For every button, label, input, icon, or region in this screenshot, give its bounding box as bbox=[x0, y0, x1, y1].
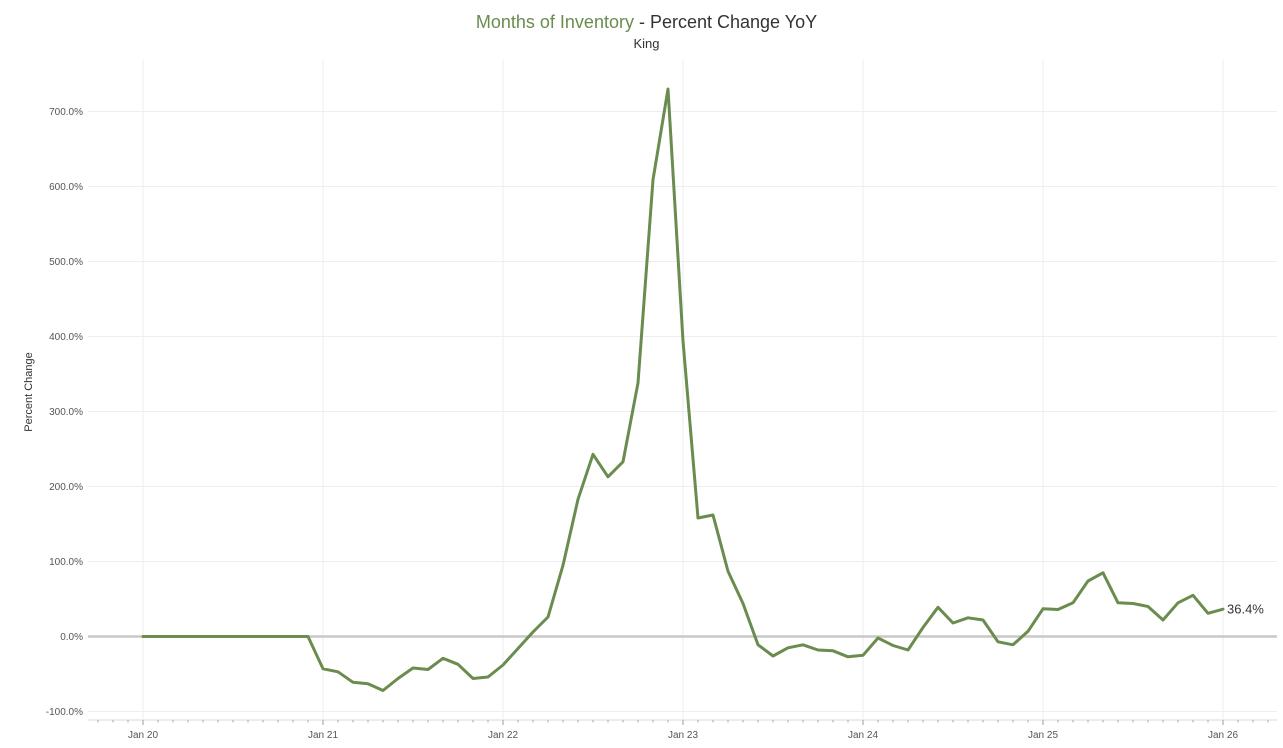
y-tick-label: -100.0% bbox=[46, 707, 83, 718]
chart-title-highlight: Months of Inventory bbox=[475, 12, 634, 32]
end-value-label: 36.4% bbox=[1227, 602, 1264, 617]
grid bbox=[88, 60, 1277, 721]
series-group: 36.4% bbox=[141, 87, 1264, 692]
y-axis-label: Percent Change bbox=[23, 352, 35, 432]
x-tick-label: Jan 26 bbox=[1208, 730, 1238, 741]
x-tick-label: Jan 25 bbox=[1028, 730, 1058, 741]
y-tick-label: 100.0% bbox=[49, 557, 83, 568]
axis-ticks: -100.0% 0.0% 100.0% 200.0% 300.0% 400.0% 500.0… bbox=[46, 107, 1269, 741]
y-tick-label: 300.0% bbox=[49, 407, 83, 418]
x-tick-label: Jan 20 bbox=[128, 730, 158, 741]
series-line bbox=[141, 87, 1225, 692]
x-tick-label: Jan 21 bbox=[308, 730, 338, 741]
chart-title: Months of Inventory - Percent Change YoY bbox=[0, 12, 1283, 33]
x-tick-label: Jan 24 bbox=[848, 730, 878, 741]
y-tick-label: 700.0% bbox=[49, 107, 83, 118]
y-tick-label: 0.0% bbox=[60, 632, 83, 643]
chart-subtitle: King bbox=[633, 36, 660, 51]
x-tick-label: Jan 22 bbox=[488, 730, 518, 741]
y-tick-label: 200.0% bbox=[49, 482, 83, 493]
y-tick-label: 500.0% bbox=[49, 257, 83, 268]
y-tick-label: 400.0% bbox=[49, 332, 83, 343]
chart-title-rest: - Percent Change YoY bbox=[633, 12, 818, 32]
x-tick-label: Jan 23 bbox=[668, 730, 698, 741]
y-tick-label: 600.0% bbox=[49, 182, 83, 193]
